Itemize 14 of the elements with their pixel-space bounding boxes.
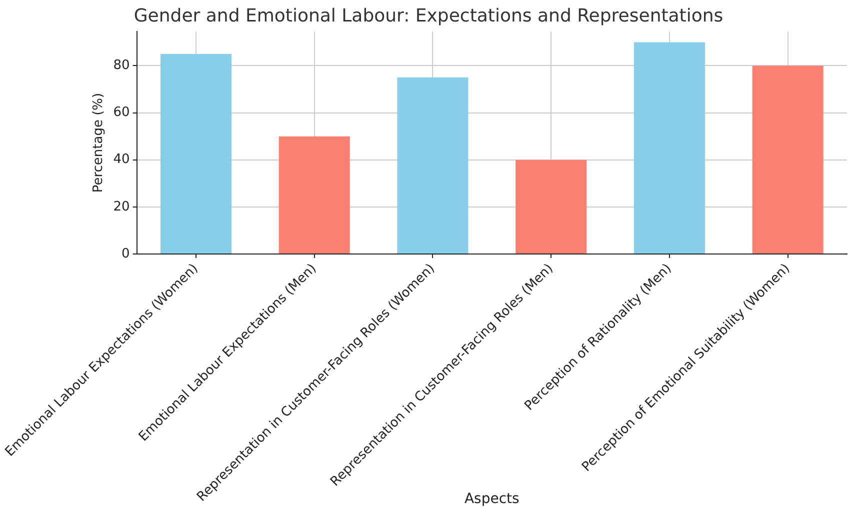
y-tick-label: 80	[113, 58, 130, 74]
bar	[752, 66, 824, 254]
y-tick-label: 60	[113, 105, 130, 120]
bar	[160, 54, 232, 254]
x-axis-title: Aspects	[464, 491, 520, 508]
bar	[397, 77, 468, 254]
bar	[634, 42, 705, 254]
chart-title: Gender and Emotional Labour: Expectations and Representations	[134, 5, 724, 26]
y-axis-title: Percentage (%)	[90, 92, 106, 193]
y-tick-label: 0	[122, 246, 130, 262]
y-tick-label: 40	[113, 152, 130, 168]
bar	[516, 160, 587, 254]
bar	[278, 136, 350, 254]
y-tick-label: 20	[113, 199, 130, 214]
